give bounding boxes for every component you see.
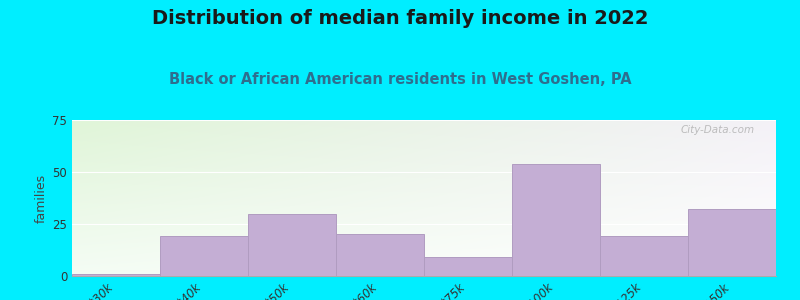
Bar <box>600 236 688 276</box>
Text: City-Data.com: City-Data.com <box>681 125 755 135</box>
Bar <box>160 236 248 276</box>
Text: Distribution of median family income in 2022: Distribution of median family income in … <box>152 9 648 28</box>
Bar <box>248 214 336 276</box>
Bar <box>72 274 160 276</box>
Bar <box>688 209 776 276</box>
Bar <box>336 234 424 276</box>
Bar <box>424 257 512 276</box>
Y-axis label: families: families <box>35 173 48 223</box>
Text: Black or African American residents in West Goshen, PA: Black or African American residents in W… <box>169 72 631 87</box>
Bar <box>512 164 600 276</box>
